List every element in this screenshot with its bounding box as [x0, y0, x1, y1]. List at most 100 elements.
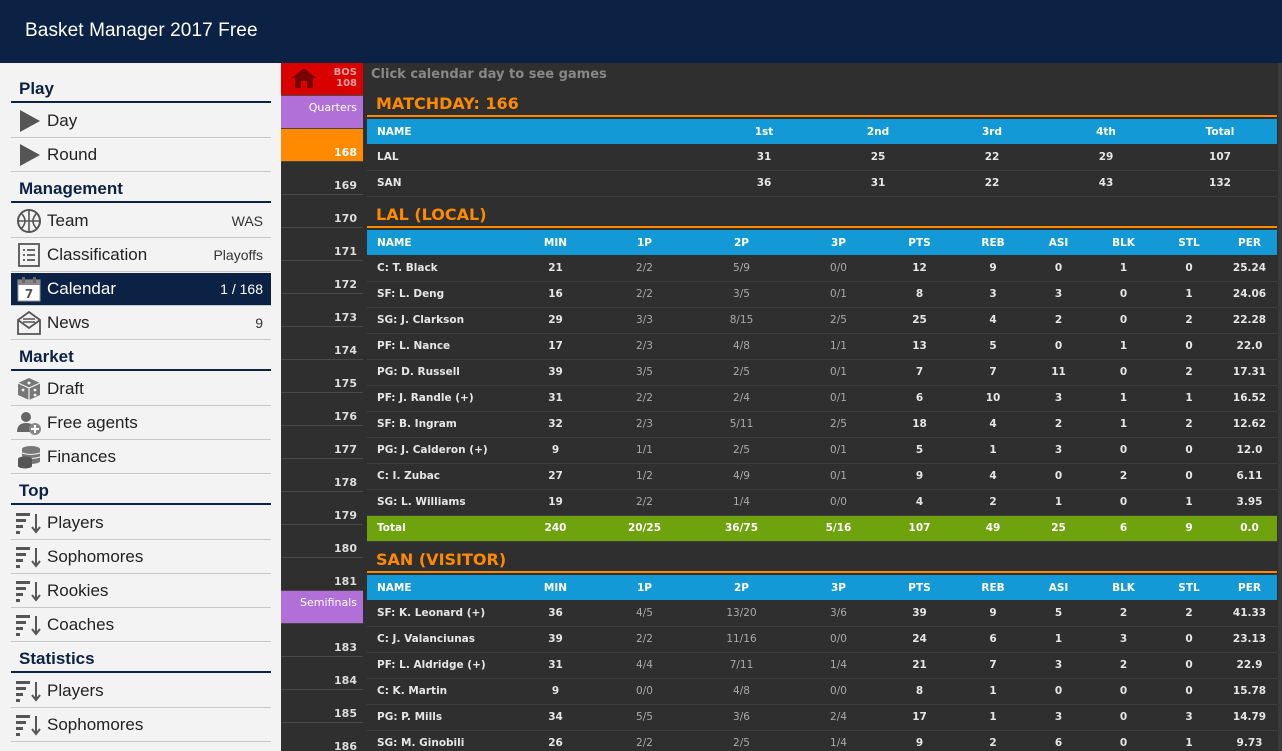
home-game-cell[interactable]: BOS 108 — [281, 63, 363, 96]
column-header-reb[interactable]: REB — [960, 575, 1026, 600]
nav-top-rookies[interactable]: Rookies — [11, 575, 271, 608]
column-header-3p[interactable]: 3P — [798, 230, 879, 255]
nav-management-team[interactable]: Team WAS — [11, 205, 271, 238]
table-row[interactable]: C: J. Valanciunas 39 2/2 11/16 0/0 24 6 1 3 0 23.1… — [367, 626, 1277, 653]
calendar-day-172[interactable]: 172 — [281, 261, 363, 294]
calendar-day-185[interactable]: 185 — [281, 690, 363, 723]
table-row[interactable]: LAL 31 25 22 29 107 — [367, 144, 1277, 171]
calendar-day-178[interactable]: 178 — [281, 459, 363, 492]
table-row[interactable]: PG: D. Russell 39 3/5 2/5 0/1 7 7 11 0 2 17.31 — [367, 359, 1277, 386]
nav-management-news[interactable]: News 9 — [11, 307, 271, 340]
column-header-reb[interactable]: REB — [960, 230, 1026, 255]
column-header-asi[interactable]: ASI — [1026, 230, 1091, 255]
nav-market-free-agents[interactable]: Free agents — [11, 407, 271, 440]
cell-blk: 3 — [1091, 626, 1156, 653]
table-row[interactable]: C: T. Black 21 2/2 5/9 0/0 12 9 0 1 0 25.24 — [367, 255, 1277, 282]
calendar-day-180[interactable]: 180 — [281, 525, 363, 558]
column-header-per[interactable]: PER — [1222, 230, 1277, 255]
table-row[interactable]: PG: P. Mills 34 5/5 3/6 2/4 17 1 3 0 3 14.79 — [367, 704, 1277, 731]
total-row[interactable]: Total 240 20/25 36/75 5/16 107 49 25 6 9 0.0 — [367, 515, 1277, 542]
nav-play-day[interactable]: Day — [11, 105, 271, 138]
column-header-4th[interactable]: 4th — [1049, 119, 1163, 144]
nav-management-classification[interactable]: Classification Playoffs — [11, 239, 271, 272]
cell-1p: 1/1 — [604, 437, 685, 464]
column-header-1p[interactable]: 1P — [604, 230, 685, 255]
nav-statistics-players[interactable]: Players — [11, 675, 271, 708]
nav-management-calendar[interactable]: 7 Calendar 1 / 168 — [11, 273, 271, 306]
table-row[interactable]: PF: L. Nance 17 2/3 4/8 1/1 13 5 0 1 0 22.0 — [367, 333, 1277, 360]
column-header-total[interactable]: Total — [1163, 119, 1277, 144]
column-header-blk[interactable]: BLK — [1091, 575, 1156, 600]
table-row[interactable]: PF: L. Aldridge (+) 31 4/4 7/11 1/4 21 7 3 2 0 22.… — [367, 652, 1277, 679]
calendar-day-179[interactable]: 179 — [281, 492, 363, 525]
column-header-stl[interactable]: STL — [1156, 575, 1222, 600]
row-name-cell: SF: B. Ingram — [367, 411, 507, 438]
calendar-day-171[interactable]: 171 — [281, 228, 363, 261]
column-header-name[interactable]: NAME — [367, 575, 507, 600]
cell-reb: 2 — [960, 730, 1026, 751]
table-row[interactable]: SAN 36 31 22 43 132 — [367, 170, 1277, 197]
calendar-day-173[interactable]: 173 — [281, 294, 363, 327]
play-icon — [13, 107, 45, 135]
nav-item-value: Playoffs — [213, 247, 263, 263]
table-row[interactable]: PG: J. Calderon (+) 9 1/1 2/5 0/1 5 1 3 0 0 12.0 — [367, 437, 1277, 464]
column-header-name[interactable]: NAME — [367, 119, 707, 144]
table-row[interactable]: SG: L. Williams 19 2/2 1/4 0/0 4 2 1 0 1 3.95 — [367, 489, 1277, 516]
column-header-2p[interactable]: 2P — [685, 575, 798, 600]
nav-top-sophomores[interactable]: Sophomores — [11, 541, 271, 574]
column-header-3rd[interactable]: 3rd — [935, 119, 1049, 144]
cell-1p: 3/5 — [604, 359, 685, 386]
column-header-min[interactable]: MIN — [507, 575, 604, 600]
nav-market-draft[interactable]: Draft — [11, 373, 271, 406]
calendar-day-183[interactable]: 183 — [281, 624, 363, 657]
column-header-2p[interactable]: 2P — [685, 230, 798, 255]
calendar-day-177[interactable]: 177 — [281, 426, 363, 459]
table-row[interactable]: C: I. Zubac 27 1/2 4/9 0/1 9 4 0 2 0 6.11 — [367, 463, 1277, 490]
nav-statistics-sophomores[interactable]: Sophomores — [11, 709, 271, 742]
calendar-day-181[interactable]: 181 — [281, 558, 363, 591]
divider — [367, 226, 1277, 228]
table-row[interactable]: SF: L. Deng 16 2/2 3/5 0/1 8 3 3 0 1 24.06 — [367, 281, 1277, 308]
row-name-cell: PF: L. Aldridge (+) — [367, 652, 507, 679]
table-row[interactable]: SF: B. Ingram 32 2/3 5/11 2/5 18 4 2 1 2 12.62 — [367, 411, 1277, 438]
cell-4th: 43 — [1049, 170, 1163, 197]
column-header-per[interactable]: PER — [1222, 575, 1277, 600]
table-row[interactable]: SF: K. Leonard (+) 36 4/5 13/20 3/6 39 9 5 2 2 41.… — [367, 600, 1277, 627]
column-header-2nd[interactable]: 2nd — [821, 119, 935, 144]
calendar-day-176[interactable]: 176 — [281, 393, 363, 426]
cell-2p: 7/11 — [685, 652, 798, 679]
nav-top-players[interactable]: Players — [11, 507, 271, 540]
column-header-stl[interactable]: STL — [1156, 230, 1222, 255]
cell-stl: 0 — [1156, 652, 1222, 679]
column-header-name[interactable]: NAME — [367, 230, 507, 255]
cell-reb: 10 — [960, 385, 1026, 412]
nav-item-label: Players — [47, 513, 104, 532]
scrollbar[interactable] — [1278, 63, 1282, 751]
column-header-1st[interactable]: 1st — [707, 119, 821, 144]
column-header-pts[interactable]: PTS — [879, 230, 960, 255]
column-header-asi[interactable]: ASI — [1026, 575, 1091, 600]
cell-1p: 2/3 — [604, 333, 685, 360]
nav-play-round[interactable]: Round — [11, 139, 271, 172]
cell-2p: 2/5 — [685, 437, 798, 464]
column-header-pts[interactable]: PTS — [879, 575, 960, 600]
calendar-day-169[interactable]: 169 — [281, 162, 363, 195]
table-row[interactable]: SG: M. Ginobili 26 2/2 2/5 1/4 9 2 6 0 1 9.73 — [367, 730, 1277, 751]
table-row[interactable]: C: K. Martin 9 0/0 4/8 0/0 8 1 0 0 0 15.78 — [367, 678, 1277, 705]
column-header-blk[interactable]: BLK — [1091, 230, 1156, 255]
main-panel: Click calendar day to see games MATCHDAY… — [363, 63, 1282, 751]
nav-top-coaches[interactable]: Coaches — [11, 609, 271, 642]
column-header-min[interactable]: MIN — [507, 230, 604, 255]
calendar-day-175[interactable]: 175 — [281, 360, 363, 393]
calendar-day-170[interactable]: 170 — [281, 195, 363, 228]
calendar-day-184[interactable]: 184 — [281, 657, 363, 690]
column-header-3p[interactable]: 3P — [798, 575, 879, 600]
column-header-1p[interactable]: 1P — [604, 575, 685, 600]
table-row[interactable]: PF: J. Randle (+) 31 2/2 2/4 0/1 6 10 3 1 1 16.52 — [367, 385, 1277, 412]
basketball-icon — [13, 207, 45, 235]
calendar-day-168[interactable]: 168 — [281, 129, 363, 162]
calendar-day-174[interactable]: 174 — [281, 327, 363, 360]
calendar-day-186[interactable]: 186 — [281, 723, 363, 751]
nav-market-finances[interactable]: Finances — [11, 441, 271, 474]
table-row[interactable]: SG: J. Clarkson 29 3/3 8/15 2/5 25 4 2 0 2 22.28 — [367, 307, 1277, 334]
